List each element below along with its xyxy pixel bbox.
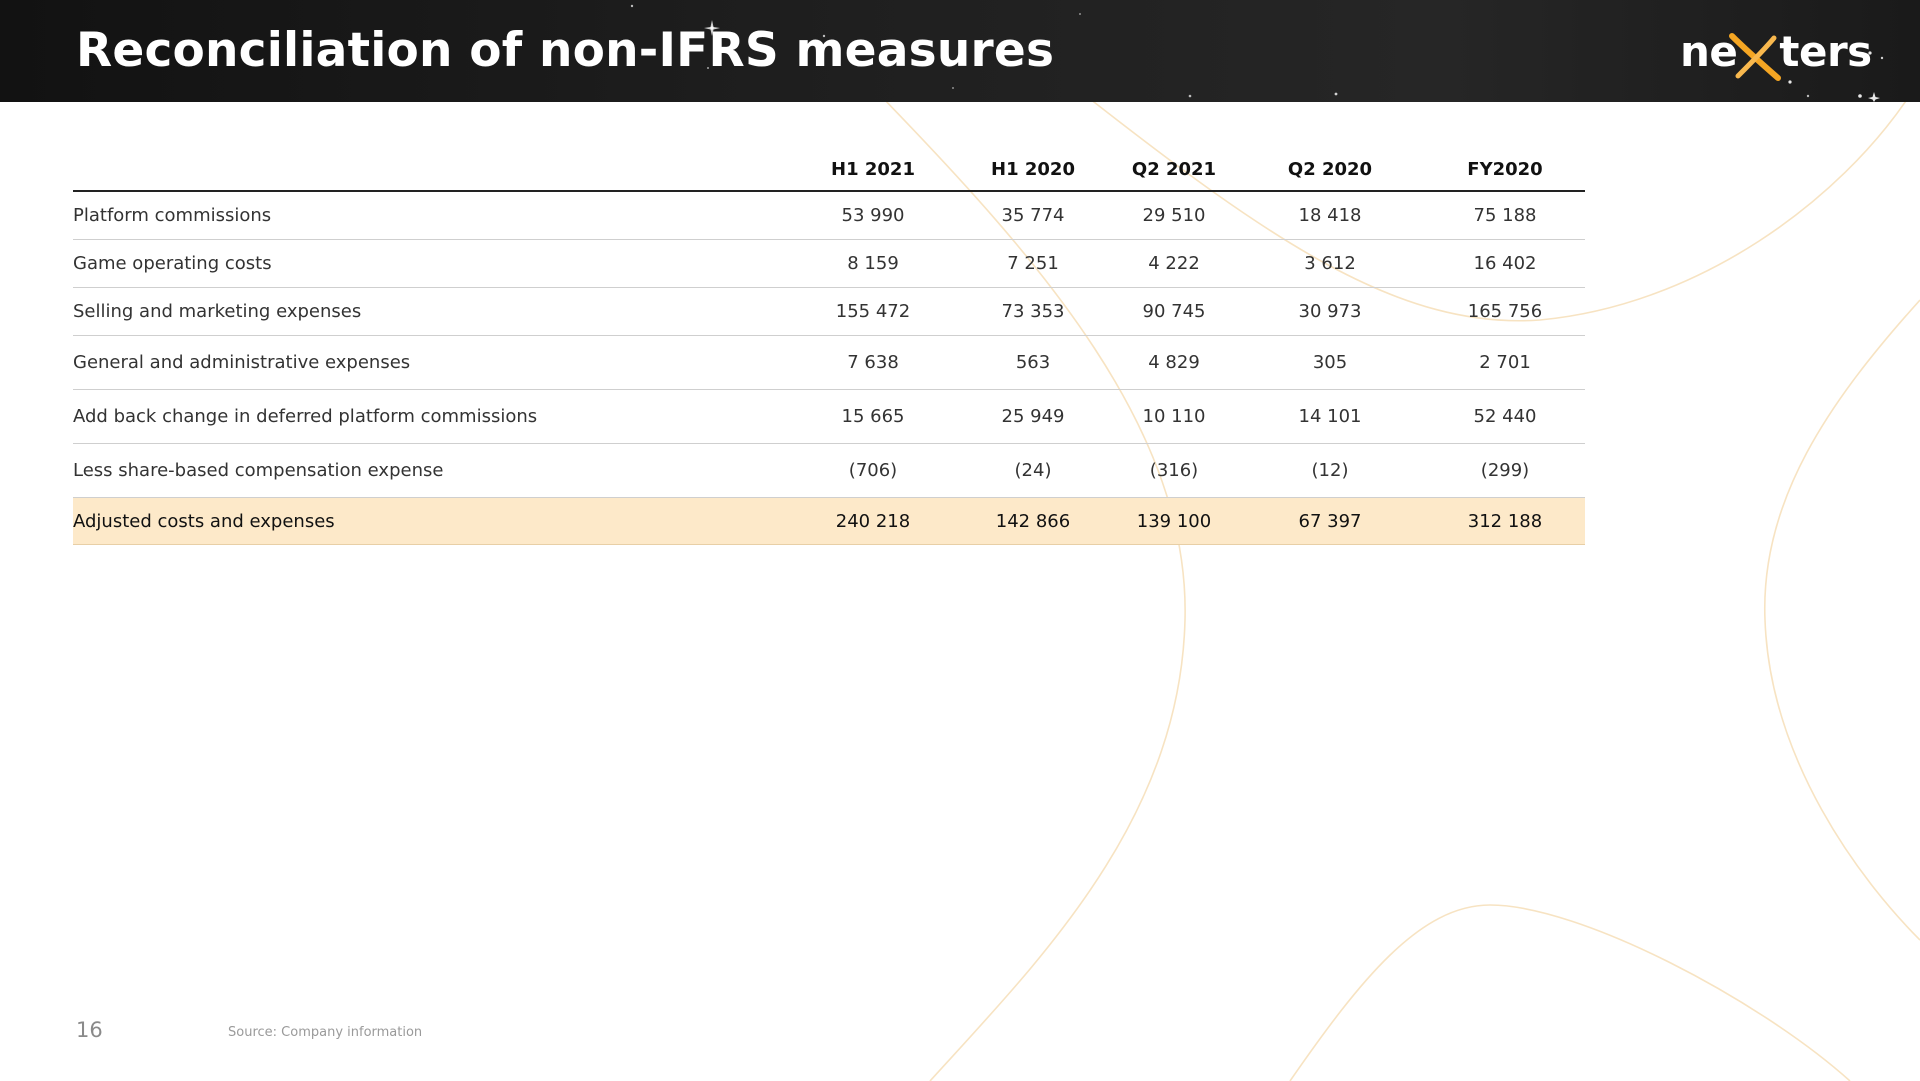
row-label: Game operating costs: [73, 239, 793, 288]
table-cell: 18 418: [1235, 191, 1425, 240]
table-row: Add back change in deferred platform com…: [73, 389, 1585, 444]
table-cell: 155 472: [793, 287, 953, 336]
table-cell: 16 402: [1425, 239, 1585, 288]
total-cell: 139 100: [1113, 497, 1235, 545]
row-label: General and administrative expenses: [73, 335, 793, 390]
table-cell: 10 110: [1113, 389, 1235, 444]
table-cell: 73 353: [953, 287, 1113, 336]
table-cell: (12): [1235, 443, 1425, 498]
table-cell: 75 188: [1425, 191, 1585, 240]
table-cell: (316): [1113, 443, 1235, 498]
curve-arc-3: [1764, 299, 1920, 941]
column-header: Q2 2021: [1113, 148, 1235, 192]
table-row: Game operating costs 8 159 7 251 4 222 3…: [73, 239, 1585, 288]
column-header: Q2 2020: [1235, 148, 1425, 192]
row-label: Less share-based compensation expense: [73, 443, 793, 498]
table-row: Platform commissions 53 990 35 774 29 51…: [73, 191, 1585, 240]
total-cell: 142 866: [953, 497, 1113, 545]
logo-wordmark: ne ters: [1680, 26, 1872, 78]
table-cell: 4 222: [1113, 239, 1235, 288]
logo-text-prefix: ne: [1680, 27, 1738, 76]
column-header: H1 2021: [793, 148, 953, 192]
table-cell: 15 665: [793, 389, 953, 444]
table-cell: 53 990: [793, 191, 953, 240]
row-label: Platform commissions: [73, 191, 793, 240]
row-label: Add back change in deferred platform com…: [73, 389, 793, 444]
table-cell: 7 251: [953, 239, 1113, 288]
column-header: FY2020: [1425, 148, 1585, 192]
table-cell: (706): [793, 443, 953, 498]
table-row: General and administrative expenses 7 63…: [73, 335, 1585, 390]
reconciliation-table: H1 2021 H1 2020 Q2 2021 Q2 2020 FY2020 P…: [73, 148, 1585, 545]
logo-text-suffix: ters: [1779, 27, 1872, 76]
reconciliation-table-container: H1 2021 H1 2020 Q2 2021 Q2 2020 FY2020 P…: [73, 148, 1585, 545]
table-cell: 563: [953, 335, 1113, 390]
total-cell: 240 218: [793, 497, 953, 545]
nexters-logo: ne ters: [1680, 24, 1885, 81]
total-row: Adjusted costs and expenses 240 218 142 …: [73, 497, 1585, 545]
table-cell: (299): [1425, 443, 1585, 498]
starfield-decoration: [630, 4, 1884, 102]
slide-title: Reconciliation of non-IFRS measures: [76, 23, 1055, 78]
total-row-label: Adjusted costs and expenses: [73, 497, 793, 545]
total-cell: 67 397: [1235, 497, 1425, 545]
table-cell: 305: [1235, 335, 1425, 390]
header-label-blank: [73, 148, 793, 192]
table-cell: 30 973: [1235, 287, 1425, 336]
row-label: Selling and marketing expenses: [73, 287, 793, 336]
table-header-row: H1 2021 H1 2020 Q2 2021 Q2 2020 FY2020: [73, 148, 1585, 192]
total-cell: 312 188: [1425, 497, 1585, 545]
table-cell: 35 774: [953, 191, 1113, 240]
table-row: Selling and marketing expenses 155 472 7…: [73, 287, 1585, 336]
table-cell: 52 440: [1425, 389, 1585, 444]
table-cell: 14 101: [1235, 389, 1425, 444]
table-cell: 90 745: [1113, 287, 1235, 336]
table-cell: 165 756: [1425, 287, 1585, 336]
table-cell: 3 612: [1235, 239, 1425, 288]
source-note: Source: Company information: [228, 1025, 423, 1040]
page-number: 16: [76, 1018, 103, 1042]
logo-x-mark-icon: [1729, 33, 1781, 81]
table-cell: 25 949: [953, 389, 1113, 444]
table-cell: 8 159: [793, 239, 953, 288]
table-row: Less share-based compensation expense (7…: [73, 443, 1585, 498]
header-bar: Reconciliation of non-IFRS measures ne te…: [0, 0, 1920, 102]
curve-arc-4: [1289, 904, 1851, 1081]
table-cell: 29 510: [1113, 191, 1235, 240]
column-header: H1 2020: [953, 148, 1113, 192]
table-cell: (24): [953, 443, 1113, 498]
table-cell: 4 829: [1113, 335, 1235, 390]
table-cell: 7 638: [793, 335, 953, 390]
table-cell: 2 701: [1425, 335, 1585, 390]
